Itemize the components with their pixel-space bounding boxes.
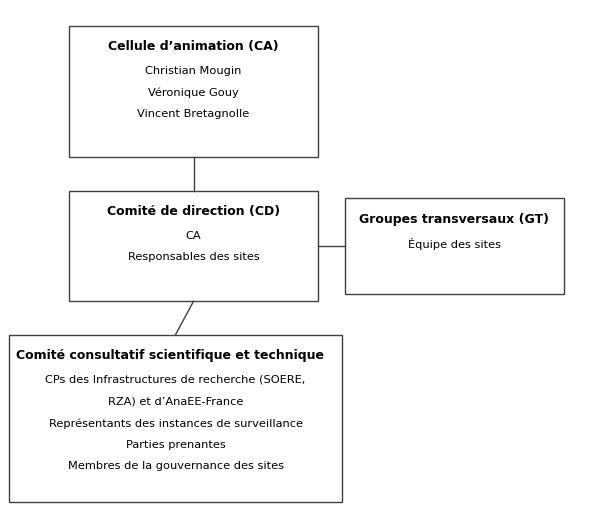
Bar	[9, 335, 342, 502]
Bar	[69, 191, 318, 301]
Bar	[345, 198, 564, 294]
Text: Représentants des instances de surveillance: Représentants des instances de surveilla…	[49, 418, 302, 428]
Text: Groupes transversaux (GT): Groupes transversaux (GT)	[359, 213, 550, 226]
Text: Comité consultatif scientifique et technique: Comité consultatif scientifique et techn…	[16, 349, 324, 362]
Text: Comité de direction (CD): Comité de direction (CD)	[107, 205, 280, 218]
Text: Parties prenantes: Parties prenantes	[125, 440, 226, 450]
Text: CPs des Infrastructures de recherche (SOERE,: CPs des Infrastructures de recherche (SO…	[46, 375, 305, 385]
Text: Membres de la gouvernance des sites: Membres de la gouvernance des sites	[68, 461, 284, 471]
Text: Véronique Gouy: Véronique Gouy	[148, 88, 239, 98]
Text: CA: CA	[185, 231, 202, 241]
Text: Christian Mougin: Christian Mougin	[145, 66, 242, 76]
Text: Responsables des sites: Responsables des sites	[128, 252, 259, 262]
Text: Équipe des sites: Équipe des sites	[408, 238, 501, 250]
Text: Vincent Bretagnolle: Vincent Bretagnolle	[137, 109, 250, 119]
Text: RZA) et d’AnaEE-France: RZA) et d’AnaEE-France	[108, 397, 243, 406]
Bar	[69, 26, 318, 157]
Text: Cellule d’animation (CA): Cellule d’animation (CA)	[108, 40, 279, 53]
